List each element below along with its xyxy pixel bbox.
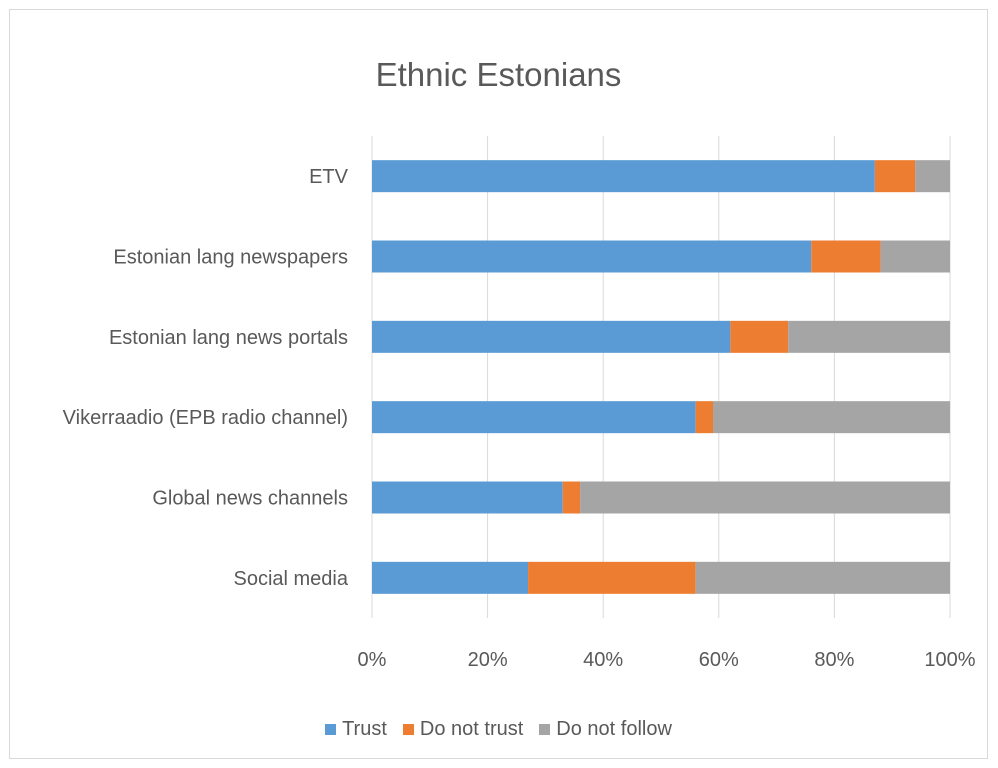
bar-segment-do-not-trust xyxy=(695,401,714,434)
bar-segment-do-not-trust xyxy=(730,320,789,353)
legend-label-trust: Trust xyxy=(342,718,387,740)
x-tick-label: 40% xyxy=(583,649,623,671)
bar-segment-do-not-trust xyxy=(874,160,916,193)
legend-label-do-not-follow: Do not follow xyxy=(556,718,672,740)
legend-swatch-do-not-follow xyxy=(539,724,551,735)
x-tick-label: 80% xyxy=(814,649,854,671)
bar-segment-do-not-trust xyxy=(811,240,881,273)
x-tick-label: 20% xyxy=(468,649,508,671)
legend-swatch-trust xyxy=(325,724,337,735)
bar-segment-trust xyxy=(372,320,731,353)
chart-legend: Trust Do not trust Do not follow xyxy=(10,718,987,741)
x-tick-label: 60% xyxy=(699,649,739,671)
bar-segment-do-not-follow xyxy=(695,561,950,594)
bar-segment-do-not-follow xyxy=(580,481,950,514)
bar-segment-trust xyxy=(372,481,563,514)
x-tick-label: 0% xyxy=(358,649,387,671)
bar-segment-trust xyxy=(372,160,875,193)
category-label: Global news channels xyxy=(152,488,348,510)
x-tick-label: 100% xyxy=(924,649,975,671)
chart-title: Ethnic Estonians xyxy=(375,56,622,93)
bar-segment-do-not-follow xyxy=(880,240,950,273)
bar-segment-do-not-trust xyxy=(528,561,696,594)
bar-segment-do-not-follow xyxy=(788,320,950,353)
chart-frame: Ethnic Estonians 0% 20% 40% 60% 80% 100% ETV Es… xyxy=(9,9,988,759)
legend-label-do-not-trust: Do not trust xyxy=(419,718,524,740)
bar-segment-do-not-follow xyxy=(713,401,950,434)
bar-segment-trust xyxy=(372,401,696,434)
legend-item-trust: Trust xyxy=(325,718,387,741)
bar-chart: 0% 20% 40% 60% 80% 100% ETV Estonian lang newsp… xyxy=(63,136,976,671)
category-label: Estonian lang news portals xyxy=(109,327,348,349)
bar-segment-do-not-trust xyxy=(562,481,581,514)
legend-item-do-not-trust: Do not trust xyxy=(402,718,524,741)
category-label: Social media xyxy=(233,568,348,590)
legend-item-do-not-follow: Do not follow xyxy=(539,718,672,741)
category-label: ETV xyxy=(309,166,349,188)
bar-segment-do-not-follow xyxy=(915,160,950,193)
legend-swatch-do-not-trust xyxy=(402,724,414,735)
bar-segment-trust xyxy=(372,561,529,594)
category-label: Estonian lang newspapers xyxy=(113,247,348,269)
bar-segment-trust xyxy=(372,240,812,273)
category-label: Vikerraadio (EPB radio channel) xyxy=(63,407,348,429)
